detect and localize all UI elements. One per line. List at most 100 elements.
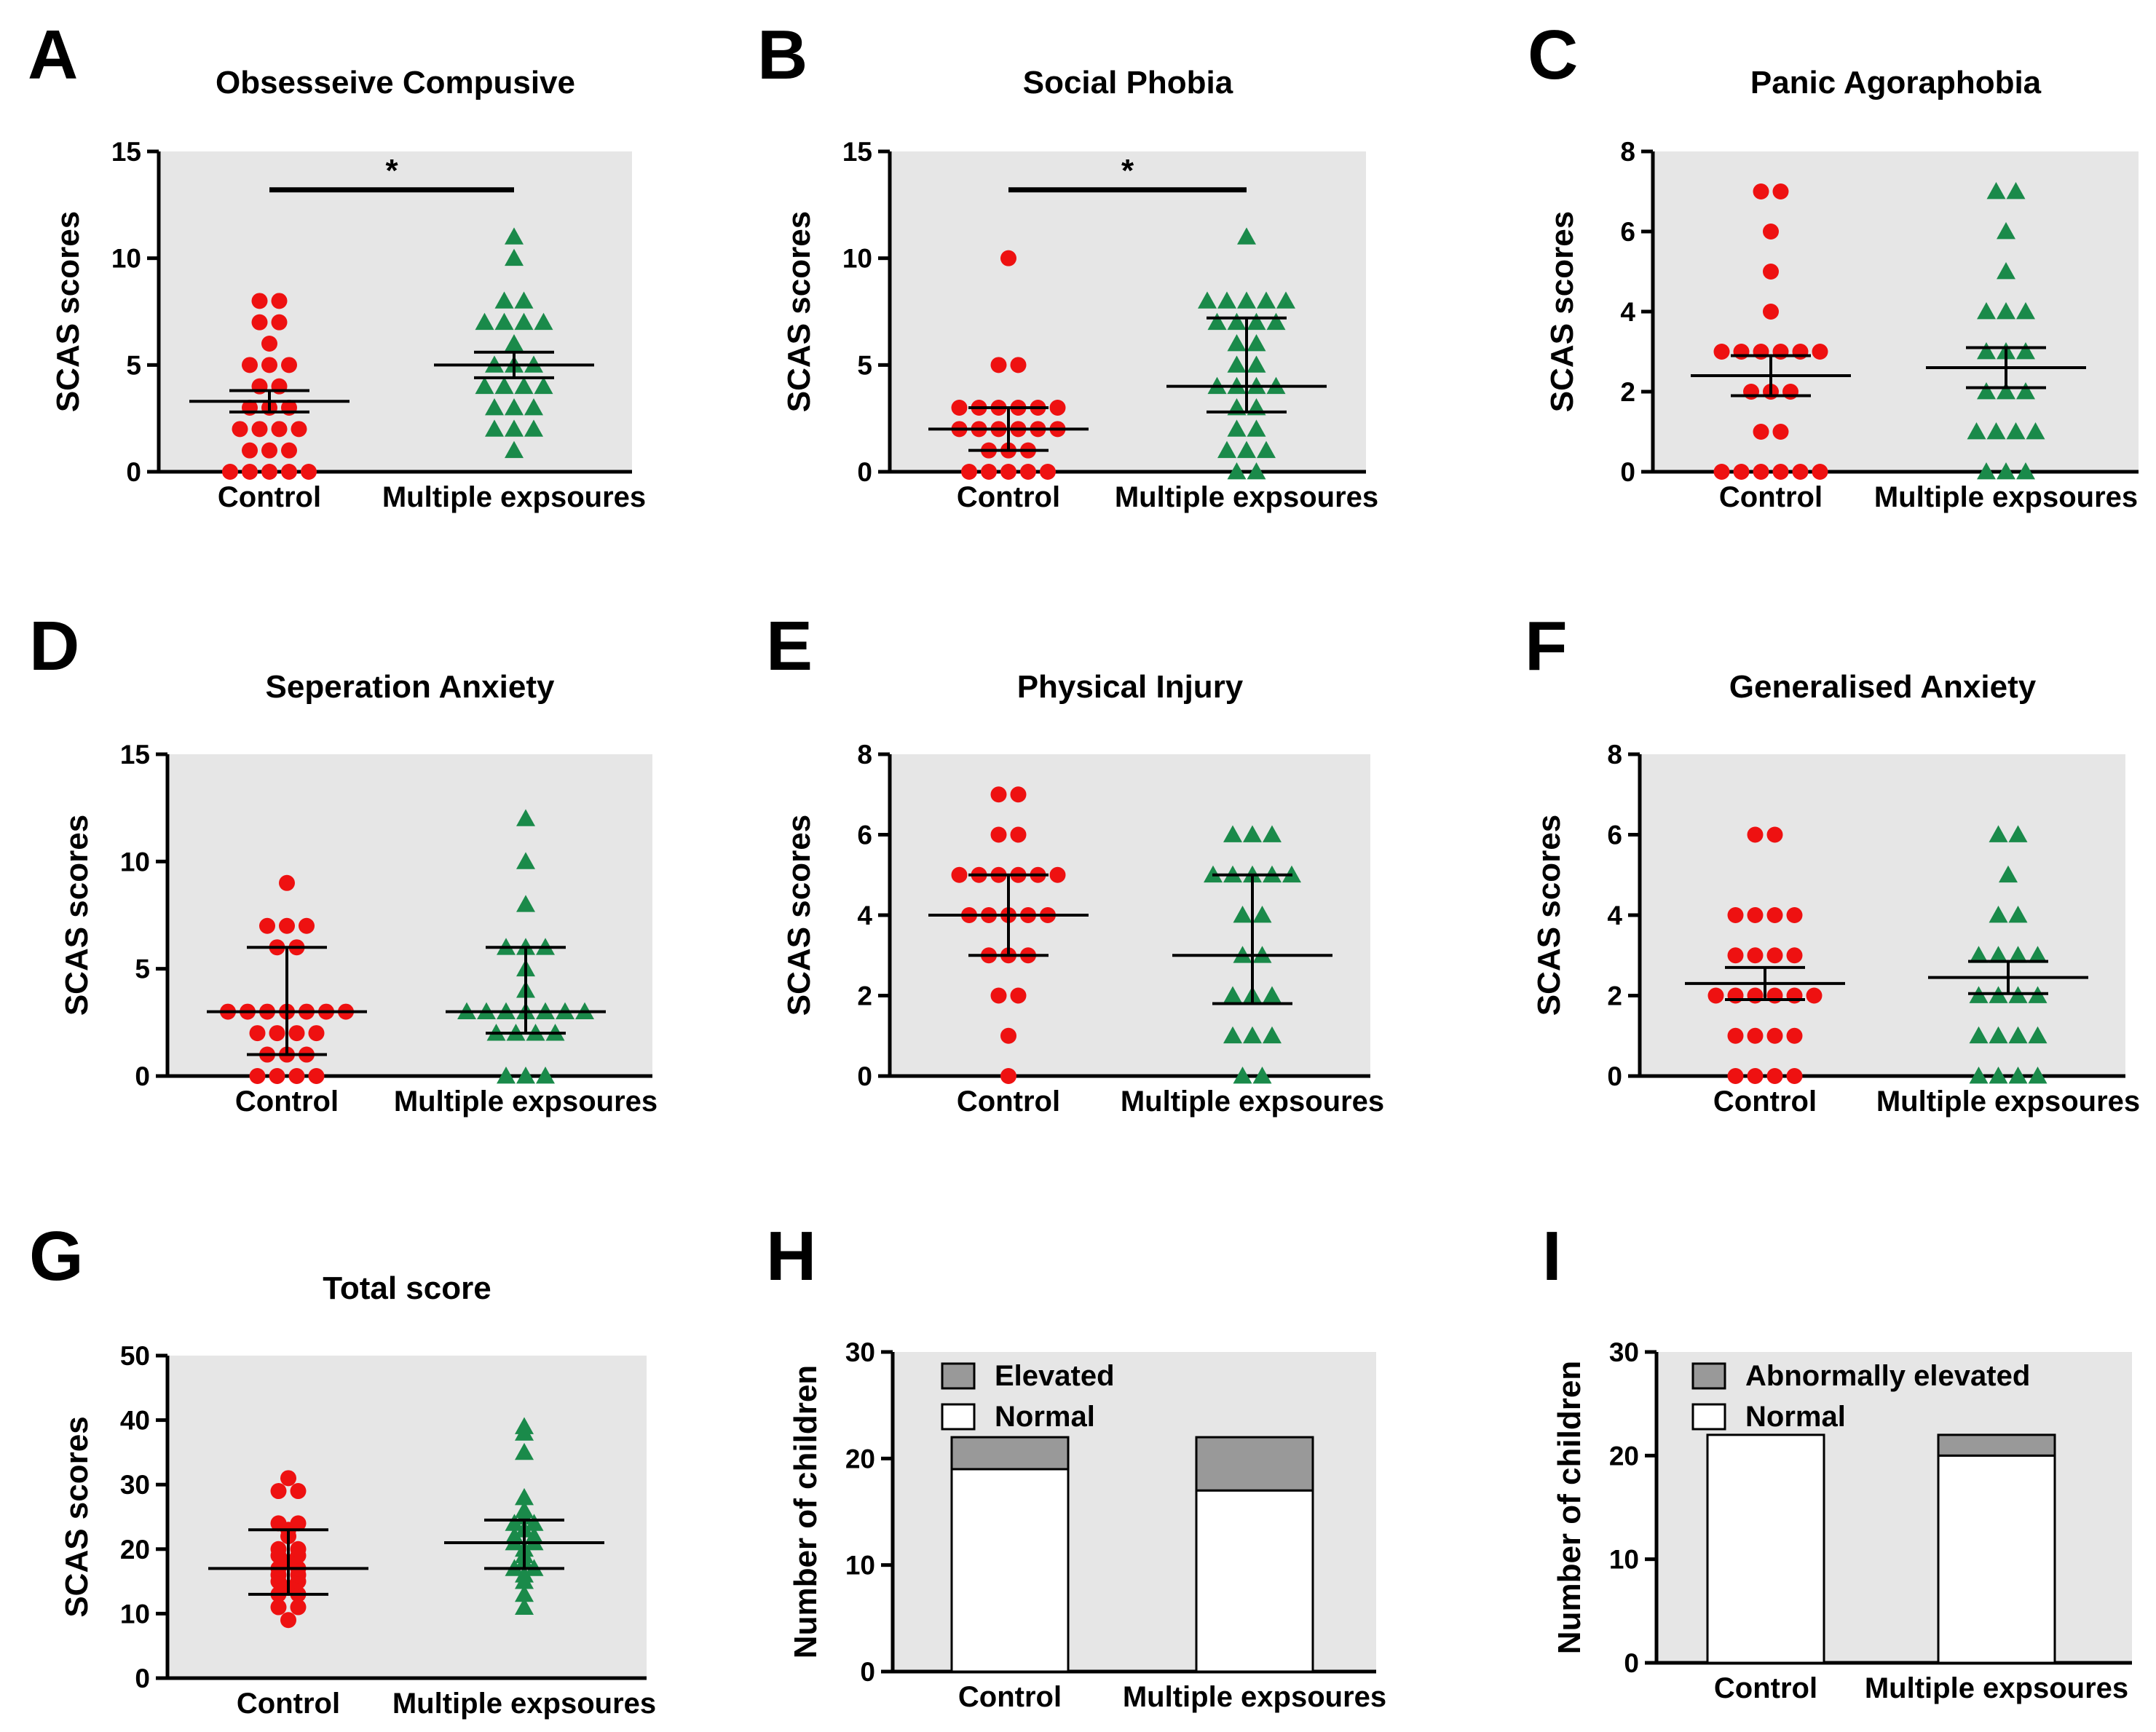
data-point-control — [1010, 357, 1027, 373]
panel-letter: F — [1525, 607, 1568, 685]
y-axis-label: SCAS scores — [59, 815, 95, 1016]
data-point-exposed — [1989, 906, 2008, 923]
data-point-control — [990, 826, 1007, 843]
panel-letter: B — [757, 16, 807, 94]
x-category-label: Control — [235, 1086, 339, 1118]
data-point-exposed — [494, 291, 514, 309]
data-point-exposed — [1247, 334, 1266, 352]
data-point-exposed — [1989, 825, 2008, 842]
y-tick-label: 2 — [1620, 377, 1635, 407]
bar-elevated — [1195, 1436, 1314, 1492]
data-point-exposed — [1266, 312, 1286, 331]
data-point-exposed — [514, 312, 534, 331]
data-point-exposed — [1233, 906, 1252, 923]
data-point-exposed — [2026, 422, 2045, 440]
y-tick-label: 5 — [857, 350, 872, 380]
data-point-control — [1766, 987, 1783, 1004]
y-tick-label: 20 — [1609, 1441, 1639, 1471]
data-point-control — [269, 1025, 285, 1042]
data-point-control — [251, 314, 268, 331]
data-point-control — [1763, 264, 1779, 280]
data-point-exposed — [1257, 440, 1276, 459]
data-point-control — [1747, 987, 1764, 1004]
data-point-exposed — [1217, 291, 1236, 309]
data-point-control — [270, 1599, 287, 1616]
chart-title: Generalised Anxiety — [1729, 669, 2037, 705]
data-point-exposed — [1276, 291, 1295, 309]
panel-letter: D — [29, 607, 79, 685]
x-category-label: Control — [1714, 1672, 1817, 1704]
data-point-exposed — [515, 1565, 534, 1583]
data-point-control — [1727, 907, 1744, 923]
bar-elevated — [950, 1436, 1070, 1471]
panel-letter: C — [1528, 16, 1578, 94]
data-point-control — [290, 1515, 307, 1532]
x-category-label: Control — [957, 481, 1060, 513]
data-point-exposed — [1986, 422, 2006, 440]
data-point-control — [261, 464, 277, 480]
data-point-exposed — [1223, 825, 1242, 842]
data-point-control — [1000, 464, 1016, 480]
data-point-control — [291, 421, 307, 438]
data-point-control — [1753, 344, 1769, 360]
data-point-control — [961, 464, 977, 480]
data-point-exposed — [1247, 462, 1266, 480]
x-category-label: Multiple expsoures — [1123, 1681, 1386, 1713]
panel-letter: I — [1542, 1217, 1562, 1295]
data-point-exposed — [494, 376, 514, 395]
y-tick-label: 15 — [842, 137, 872, 167]
data-point-control — [1010, 786, 1027, 803]
panel-G: G Total score 0 10 20 30 40 50 SCAS scores Contro… — [29, 1217, 656, 1720]
y-tick-label: 0 — [135, 1664, 150, 1693]
y-tick-label: 30 — [845, 1337, 875, 1367]
data-point-exposed — [1227, 419, 1247, 437]
data-point-exposed — [1997, 382, 2015, 400]
chart-title: Obsesseive Compusive — [216, 65, 575, 100]
data-point-control — [279, 874, 295, 891]
x-category-label: Multiple expsoures — [1865, 1672, 2128, 1704]
data-point-control — [308, 1025, 325, 1042]
bar-normal — [1195, 1489, 1314, 1673]
data-point-control — [1049, 866, 1066, 883]
data-point-exposed — [516, 895, 535, 912]
data-point-exposed — [1986, 182, 2006, 199]
y-tick-label: 30 — [120, 1470, 150, 1500]
data-point-control — [951, 866, 968, 883]
data-point-control — [990, 357, 1007, 373]
data-point-control — [290, 1483, 307, 1500]
data-point-control — [1753, 183, 1769, 199]
data-point-exposed — [2028, 1067, 2048, 1084]
y-tick-label: 5 — [135, 954, 150, 984]
data-point-control — [1743, 384, 1759, 400]
data-point-control — [290, 1599, 307, 1616]
data-point-exposed — [505, 334, 524, 352]
x-category-label: Control — [237, 1688, 340, 1720]
data-point-exposed — [515, 1584, 534, 1602]
panel-E: E Physical Injury 0 2 4 6 8 SCAS scores Control M… — [766, 607, 1384, 1118]
data-point-exposed — [516, 852, 535, 869]
y-tick-label: 0 — [1607, 1061, 1622, 1091]
data-point-exposed — [475, 312, 494, 331]
data-point-control — [1763, 224, 1779, 240]
legend-swatch — [941, 1362, 976, 1390]
data-point-exposed — [1977, 342, 1996, 360]
data-point-control — [308, 1068, 325, 1084]
data-point-control — [271, 293, 288, 309]
data-point-exposed — [1969, 946, 1989, 963]
y-tick-label: 2 — [857, 981, 872, 1011]
y-tick-label: 40 — [120, 1406, 150, 1436]
data-point-exposed — [1252, 906, 1272, 923]
data-point-control — [1040, 464, 1056, 480]
data-point-control — [288, 1068, 305, 1084]
data-point-control — [232, 421, 248, 438]
y-tick-label: 6 — [1607, 820, 1622, 850]
y-tick-label: 20 — [845, 1444, 875, 1474]
data-point-exposed — [1997, 462, 2015, 480]
panel-F: F Generalised Anxiety 0 2 4 6 8 SCAS scores Cont… — [1525, 607, 2140, 1118]
data-point-exposed — [1227, 355, 1247, 373]
data-point-exposed — [1237, 440, 1256, 459]
panel-D: D Seperation Anxiety 0 5 10 15 SCAS scores Cont… — [29, 607, 658, 1118]
data-point-control — [281, 357, 297, 373]
plot-background — [890, 151, 1366, 472]
data-point-exposed — [505, 1527, 524, 1544]
